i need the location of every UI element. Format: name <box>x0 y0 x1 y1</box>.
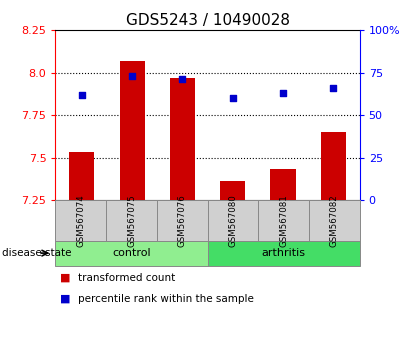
Text: ■: ■ <box>60 273 70 283</box>
Point <box>129 73 136 79</box>
Bar <box>69 153 95 200</box>
Bar <box>321 132 346 200</box>
Bar <box>220 181 245 200</box>
Text: GSM567082: GSM567082 <box>330 194 339 247</box>
Text: transformed count: transformed count <box>78 273 175 283</box>
Text: ■: ■ <box>60 294 70 304</box>
Bar <box>170 78 195 200</box>
Text: GSM567081: GSM567081 <box>279 194 288 247</box>
Title: GDS5243 / 10490028: GDS5243 / 10490028 <box>125 12 290 28</box>
Text: GSM567076: GSM567076 <box>178 194 187 247</box>
Point <box>279 90 286 96</box>
Bar <box>270 170 296 200</box>
Point <box>330 85 337 91</box>
Text: GSM567075: GSM567075 <box>127 194 136 247</box>
Point <box>79 92 85 97</box>
Point <box>179 76 186 82</box>
Text: GSM567074: GSM567074 <box>76 194 85 247</box>
Text: control: control <box>112 248 151 258</box>
Text: GSM567080: GSM567080 <box>229 194 238 247</box>
Text: disease state: disease state <box>2 248 72 258</box>
Point <box>229 95 236 101</box>
Bar <box>120 61 145 200</box>
Text: percentile rank within the sample: percentile rank within the sample <box>78 294 254 304</box>
Text: arthritis: arthritis <box>261 248 306 258</box>
